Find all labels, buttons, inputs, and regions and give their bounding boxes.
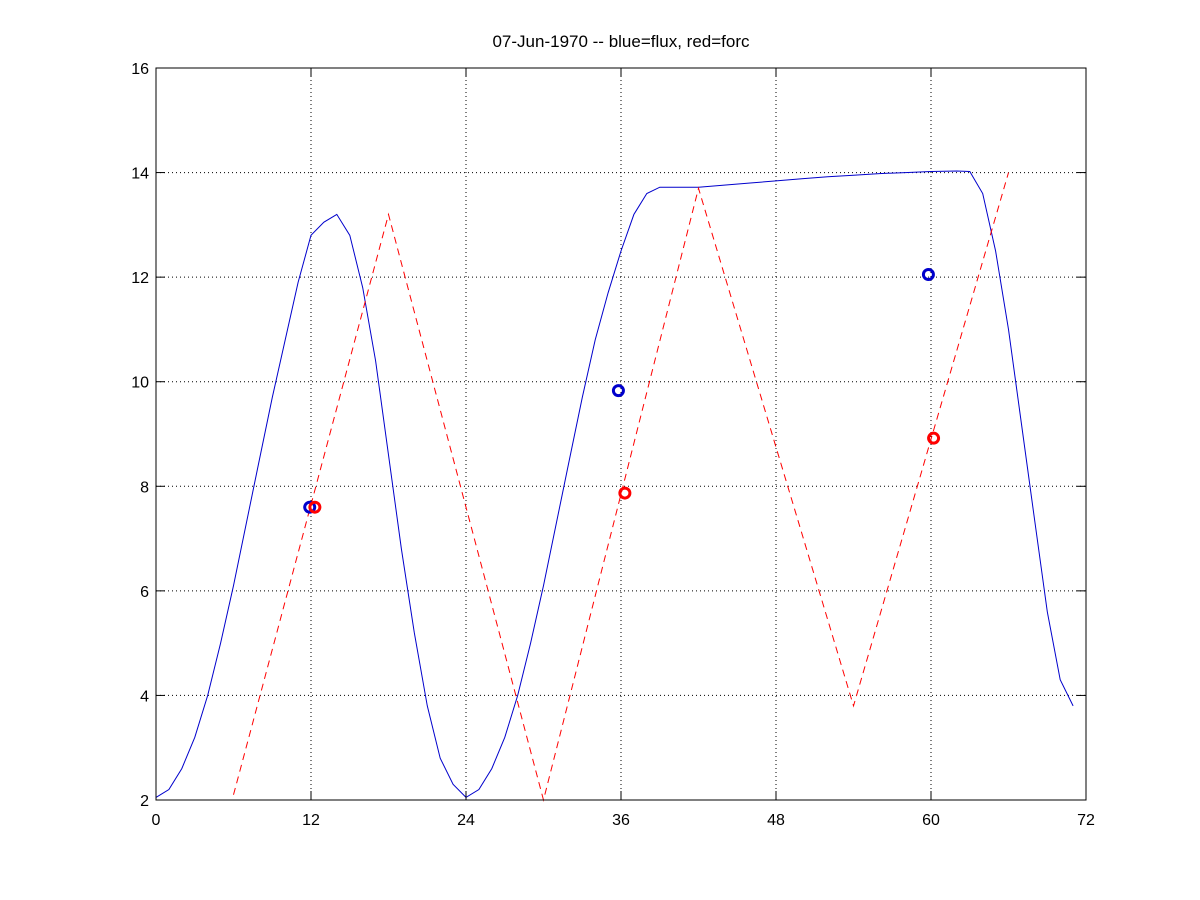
y-tick-label: 16: [131, 61, 149, 78]
marker-point-0: [303, 500, 317, 514]
y-tick-label: 4: [140, 688, 149, 705]
y-tick-label: 10: [131, 375, 149, 392]
y-tick-label: 14: [131, 166, 149, 183]
y-tick-label: 8: [140, 479, 149, 496]
y-tick-label: 2: [140, 793, 149, 810]
y-tick-label: 12: [131, 270, 149, 287]
x-tick-label: 60: [922, 812, 940, 829]
x-tick-label: 36: [612, 812, 630, 829]
marker-point-1: [308, 500, 322, 514]
y-tick-label: 6: [140, 584, 149, 601]
x-tick-label: 24: [457, 812, 475, 829]
marker-point-4: [921, 268, 935, 282]
chart-title: 07-Jun-1970 -- blue=flux, red=forc: [492, 32, 750, 51]
axes-box: [155, 67, 1087, 801]
x-tick-label: 72: [1077, 812, 1095, 829]
marker-layer: [303, 268, 941, 514]
marker-point-3: [618, 486, 632, 500]
x-tick-label: 48: [767, 812, 785, 829]
x-tick-label: 12: [302, 812, 320, 829]
marker-point-2: [611, 384, 625, 398]
series-line-0: [155, 170, 1074, 799]
series-layer: [155, 170, 1074, 802]
x-tick-label: 0: [152, 812, 161, 829]
marker-point-5: [927, 431, 941, 445]
grid: [156, 68, 1086, 800]
